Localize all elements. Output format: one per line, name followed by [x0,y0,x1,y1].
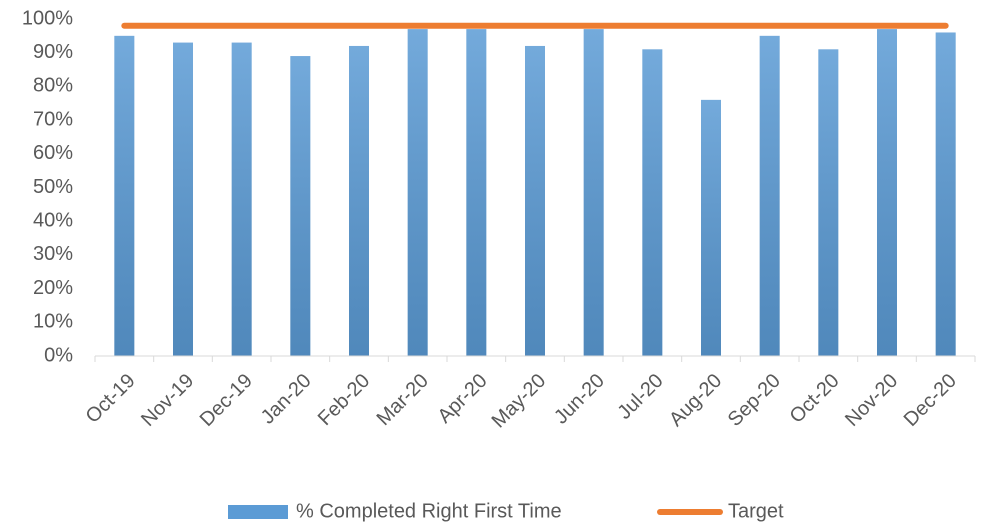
y-tick-label: 20% [33,277,73,299]
x-tick-label: Aug-20 [665,370,726,431]
bar-shade [642,49,663,357]
x-tick-label: Jul-20 [614,370,668,424]
x-tick-label: Apr-20 [434,370,492,428]
bar-shade [173,42,193,357]
legend-label: % Completed Right First Time [296,500,562,522]
bar-shade [466,29,487,357]
bar-shade [349,45,369,357]
y-tick-label: 70% [33,108,73,130]
bar-shade [583,29,604,357]
x-tick-label: Feb-20 [314,370,374,430]
x-tick-label: Mar-20 [373,370,433,430]
bar-shade [525,45,545,357]
x-tick-label: Jan-20 [257,370,316,429]
bar-shade [231,42,252,357]
y-tick-label: 100% [22,7,73,29]
y-tick-label: 0% [44,344,73,366]
x-tick-label: Jun-20 [550,370,609,429]
y-tick-label: 30% [33,243,73,265]
legend-swatch [228,505,288,519]
bar-shade [114,35,135,356]
y-tick-label: 60% [33,142,73,164]
y-tick-label: 90% [33,41,73,63]
bar-shade [759,35,780,356]
bar-shade [935,32,956,356]
legend-label: Target [728,500,784,522]
x-tick-label: Dec-20 [900,370,961,431]
x-tick-label: Oct-19 [82,370,140,428]
x-tick-label: Oct-20 [786,370,844,428]
x-tick-label: Nov-19 [137,370,198,431]
bar-shade [290,56,311,356]
x-tick-label: Sep-20 [724,370,785,431]
bar-shade [701,99,721,356]
bar-shade [877,29,897,357]
y-tick-label: 50% [33,176,73,198]
bar-shade [818,49,839,357]
y-tick-label: 10% [33,311,73,333]
x-tick-label: Dec-19 [196,370,257,431]
y-tick-label: 80% [33,75,73,97]
bar-shade [407,29,428,357]
x-tick-label: Nov-20 [841,370,902,431]
x-tick-label: May-20 [488,370,551,433]
y-tick-label: 40% [33,209,73,231]
